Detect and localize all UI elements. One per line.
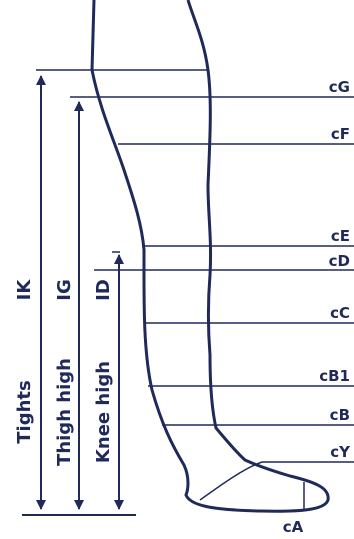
leg-back-contour <box>90 0 330 513</box>
label-cY: cY <box>330 443 351 461</box>
circumference-lines <box>22 69 354 516</box>
leg-outline <box>90 0 330 513</box>
label-cA: cA <box>283 518 304 536</box>
label-cE: cE <box>331 227 350 245</box>
circumference-labels: cG cF cE cD cC cB1 cB cY cA <box>283 78 351 536</box>
label-cF: cF <box>331 125 350 143</box>
length-labels: IK Tights IG Thigh high ID Knee high <box>14 279 114 466</box>
label-IK: IK <box>14 279 35 301</box>
label-ID: ID <box>93 279 114 301</box>
label-cB: cB <box>330 406 350 424</box>
label-cB1: cB1 <box>319 367 350 385</box>
length-arrows <box>36 75 124 510</box>
label-tights: Tights <box>14 380 35 443</box>
label-knee-high: Knee high <box>93 361 114 463</box>
label-cC: cC <box>330 304 350 322</box>
label-thigh-high: Thigh high <box>54 358 75 466</box>
ankle-fold-line <box>199 461 263 501</box>
label-cD: cD <box>329 252 350 270</box>
label-IG: IG <box>54 279 75 300</box>
label-cG: cG <box>329 78 350 96</box>
